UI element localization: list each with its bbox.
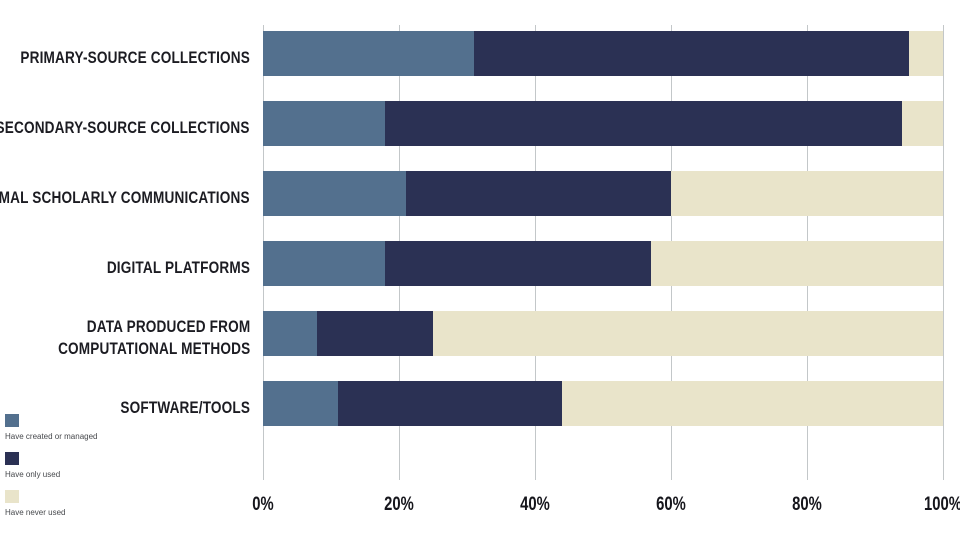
bar-segment xyxy=(385,241,651,286)
bar-segment xyxy=(405,171,671,216)
bar-row xyxy=(263,171,943,216)
category-label-line: SECONDARY-SOURCE COLLECTIONS xyxy=(0,117,250,137)
bar-row xyxy=(263,101,943,146)
category-label: DATA PRODUCED FROM COMPUTATIONAL METHODS xyxy=(58,316,250,360)
bar-segment xyxy=(263,311,318,356)
category-label: SOFTWARE/TOOLS xyxy=(120,397,250,419)
legend-label: Have created or managed xyxy=(5,432,98,441)
gridline-100 xyxy=(943,25,944,480)
legend-swatch-icon xyxy=(5,452,19,465)
bar-row xyxy=(263,31,943,76)
legend-label: Have never used xyxy=(5,508,66,517)
x-tick-label: 60% xyxy=(656,494,686,515)
category-label: DIGITAL PLATFORMS xyxy=(107,257,250,279)
category-label-line: DATA PRODUCED FROM xyxy=(86,316,250,336)
bar-segment xyxy=(317,311,433,356)
bar-segment xyxy=(432,311,943,356)
x-tick-label: 40% xyxy=(520,494,550,515)
bar-segment xyxy=(650,241,943,286)
legend-swatch-icon xyxy=(5,414,19,427)
x-tick-label: 80% xyxy=(792,494,822,515)
x-tick-label: 100% xyxy=(924,494,960,515)
legend-item: Have never used xyxy=(5,490,98,518)
legend-item: Have created or managed xyxy=(5,414,98,442)
category-label: SECONDARY-SOURCE COLLECTIONS xyxy=(0,117,250,139)
x-tick-label: 0% xyxy=(252,494,274,515)
category-label-line: PRIMARY-SOURCE COLLECTIONS xyxy=(20,47,250,67)
bar-segment xyxy=(562,381,943,426)
bar-segment xyxy=(263,171,406,216)
bar-segment xyxy=(337,381,563,426)
legend-swatch-icon xyxy=(5,490,19,503)
legend-item: Have only used xyxy=(5,452,98,480)
bar-segment xyxy=(263,241,386,286)
legend: Have created or managed Have only used Hav… xyxy=(5,414,98,528)
bar-segment xyxy=(908,31,943,76)
bar-segment xyxy=(902,101,943,146)
bar-segment xyxy=(385,101,903,146)
category-label-line: COMPUTATIONAL METHODS xyxy=(57,338,250,358)
category-label-line: INFORMAL SCHOLARLY COMMUNICATIONS xyxy=(0,187,250,207)
category-label-line: SOFTWARE/TOOLS xyxy=(120,397,250,417)
bar-segment xyxy=(670,171,943,216)
bar-row xyxy=(263,241,943,286)
bar-row xyxy=(263,311,943,356)
category-label-line: DIGITAL PLATFORMS xyxy=(106,257,250,277)
legend-label: Have only used xyxy=(5,470,61,479)
category-label: PRIMARY-SOURCE COLLECTIONS xyxy=(20,47,250,69)
category-label: INFORMAL SCHOLARLY COMMUNICATIONS xyxy=(0,187,250,209)
bar-segment xyxy=(263,381,338,426)
bar-segment xyxy=(473,31,909,76)
bar-segment xyxy=(263,31,474,76)
bar-segment xyxy=(263,101,386,146)
x-tick-label: 20% xyxy=(384,494,414,515)
bar-row xyxy=(263,381,943,426)
